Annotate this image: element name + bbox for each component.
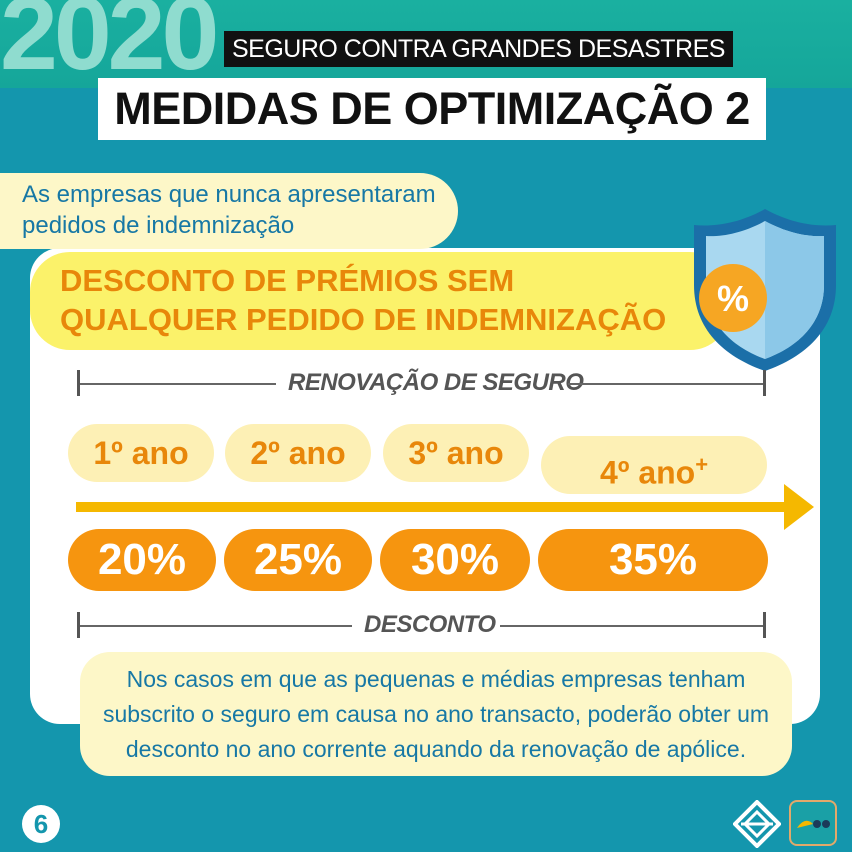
year-suffix: + — [695, 452, 709, 477]
headline-line-1: DESCONTO DE PRÉMIOS SEM — [60, 263, 515, 298]
intro-line-2: pedidos de indemnização — [22, 212, 295, 239]
arrow-head-icon — [784, 484, 814, 530]
intro-line-1: As empresas que nunca apresentaram — [22, 181, 436, 208]
year-pill-4: 4º ano+ — [541, 436, 767, 494]
badge-logo-mark — [797, 820, 830, 828]
timeline-line-left — [80, 383, 276, 385]
discount-label: DESCONTO — [364, 611, 496, 638]
note-box: Nos casos em que as pequenas e médias em… — [80, 652, 792, 776]
discount-tick-right — [763, 612, 766, 638]
year-pill-2: 2º ano — [225, 424, 371, 482]
headline-line-2: QUALQUER PEDIDO DE INDEMNIZAÇÃO — [60, 302, 667, 337]
timeline-line-right — [568, 383, 764, 385]
discount-tick-left — [77, 612, 80, 638]
year-label: 4º ano — [599, 454, 696, 491]
year-text: 2020 — [0, 0, 219, 92]
intro-box: As empresas que nunca apresentaram pedid… — [0, 173, 458, 249]
discount-pill-1: 20% — [68, 529, 216, 591]
renewal-label: RENOVAÇÃO DE SEGURO — [288, 369, 584, 396]
year-pill-3: 3º ano — [383, 424, 529, 482]
year-label: 2º ano — [250, 435, 346, 471]
timeline-tick-left — [77, 370, 80, 396]
discount-line-right — [500, 625, 764, 627]
shield-symbol: % — [717, 278, 749, 319]
discount-pill-4: 35% — [538, 529, 768, 591]
year-label: 3º ano — [408, 435, 504, 471]
shield-percent-icon: % — [694, 209, 836, 371]
note-line-3: desconto no ano corrente aquando da reno… — [125, 736, 747, 762]
discount-pill-2: 25% — [224, 529, 372, 591]
progress-arrow-bar — [76, 502, 788, 512]
subtitle: SEGURO CONTRA GRANDES DESASTRES — [224, 31, 733, 67]
discount-line-left — [80, 625, 352, 627]
page-number: 6 — [22, 805, 60, 843]
note-line-2: subscrito o seguro em causa no ano trans… — [102, 701, 770, 727]
badge-logo-icon — [789, 800, 837, 846]
diamond-logo-icon — [733, 800, 781, 848]
headline-box: DESCONTO DE PRÉMIOS SEM QUALQUER PEDIDO … — [30, 252, 730, 350]
year-pill-1: 1º ano — [68, 424, 214, 482]
discount-pill-3: 30% — [380, 529, 530, 591]
year-label: 1º ano — [93, 435, 189, 471]
timeline-tick-right — [763, 370, 766, 396]
note-line-1: Nos casos em que as pequenas e médias em… — [126, 666, 746, 692]
page-title: MEDIDAS DE OPTIMIZAÇÃO 2 — [98, 78, 766, 140]
